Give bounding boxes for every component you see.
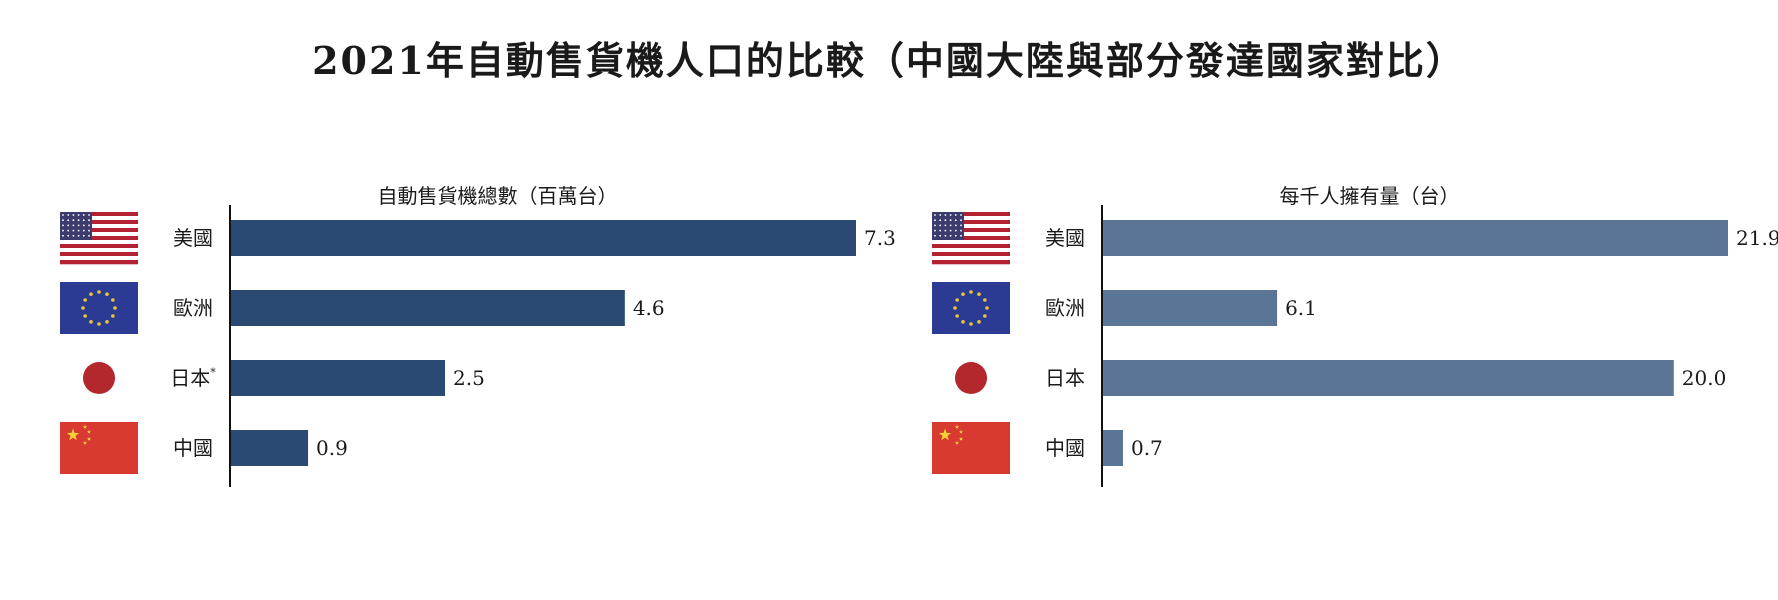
page-title-text: 年自動售貨機人口的比較（中國大陸與部分發達國家對比） xyxy=(425,39,1466,83)
total-bar xyxy=(231,360,446,396)
eu-flag-icon xyxy=(932,282,1010,334)
per-thousand-value-label: 0.7 xyxy=(1131,436,1163,460)
total-category-label: 日本* xyxy=(170,366,216,390)
total-title: 自動售貨機總數（百萬台） xyxy=(378,184,618,208)
total-category-mark: * xyxy=(210,366,216,379)
per-thousand-category-label: 歐洲 xyxy=(1045,296,1085,320)
total-bar xyxy=(231,290,625,326)
total-value-label: 7.3 xyxy=(864,226,896,250)
total-category-label: 美國 xyxy=(173,226,213,250)
per-thousand-bar xyxy=(1103,430,1123,466)
per-thousand-value-label: 6.1 xyxy=(1285,296,1317,320)
japan-flag-icon xyxy=(60,352,138,404)
page-title-year: 2021 xyxy=(312,38,426,83)
total-value-label: 2.5 xyxy=(453,366,485,390)
eu-flag-icon xyxy=(60,282,138,334)
total-bar xyxy=(231,430,309,466)
per-thousand-panel: 每千人擁有量（台） 美國 21.9 歐洲 6.1 日本 20.0 中國 0.7 xyxy=(872,184,1778,575)
china-flag-icon xyxy=(932,422,1010,474)
per-thousand-category-label: 日本 xyxy=(1045,366,1085,390)
total-machines-chart: 自動售貨機總數（百萬台） 美國 7.3 歐洲 4.6 日本* 2.5 中國 0.9 xyxy=(60,184,896,487)
total-machines-panel: 自動售貨機總數（百萬台） 美國 7.3 歐洲 4.6 日本* 2.5 中國 0.9 xyxy=(0,184,896,575)
total-value-label: 0.9 xyxy=(316,436,348,460)
total-category-label: 歐洲 xyxy=(173,296,213,320)
us-flag-icon xyxy=(60,212,138,265)
total-category-label: 中國 xyxy=(173,436,213,460)
per-thousand-chart: 每千人擁有量（台） 美國 21.9 歐洲 6.1 日本 20.0 中國 0.7 xyxy=(932,184,1778,487)
per-thousand-title: 每千人擁有量（台） xyxy=(1280,184,1460,208)
total-value-label: 4.6 xyxy=(633,296,665,320)
per-thousand-bar xyxy=(1103,220,1728,256)
per-thousand-value-label: 20.0 xyxy=(1682,366,1727,390)
us-flag-icon xyxy=(932,212,1010,265)
per-thousand-category-label: 中國 xyxy=(1045,436,1085,460)
japan-flag-icon xyxy=(932,352,1010,404)
per-thousand-category-label: 美國 xyxy=(1045,226,1085,250)
total-bar xyxy=(231,220,856,256)
per-thousand-value-label: 21.9 xyxy=(1736,226,1778,250)
per-thousand-bar xyxy=(1103,360,1674,396)
china-flag-icon xyxy=(60,422,138,474)
per-thousand-bar xyxy=(1103,290,1278,326)
page-title: 2021年自動售貨機人口的比較（中國大陸與部分發達國家對比） xyxy=(0,30,1778,85)
